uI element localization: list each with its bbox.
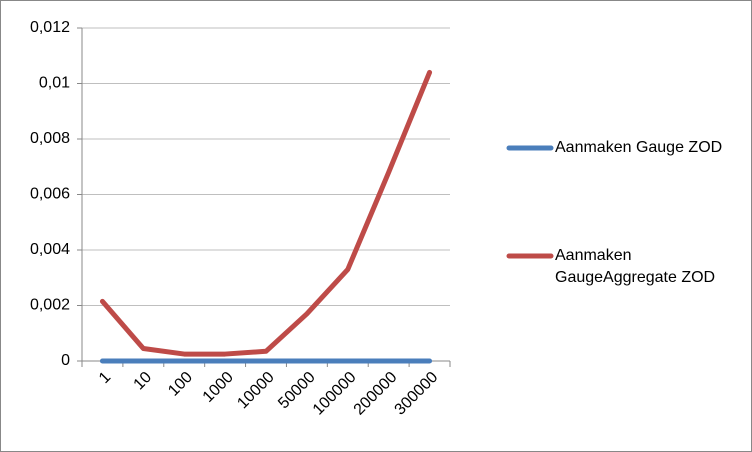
legend-label: Aanmaken Gauge ZOD [555,139,723,156]
series-line [99,69,433,357]
y-tick-label: 0,004 [30,241,70,258]
y-tick-label: 0,002 [30,297,70,314]
y-tick-label: 0 [61,352,70,369]
legend-label: Aanmaken GaugeAggregate ZOD [555,247,716,286]
y-tick-label: 0,008 [30,130,70,147]
y-tick-label: 0,012 [30,19,70,36]
y-tick-label: 0,01 [39,75,70,92]
y-tick-label: 0,006 [30,186,70,203]
